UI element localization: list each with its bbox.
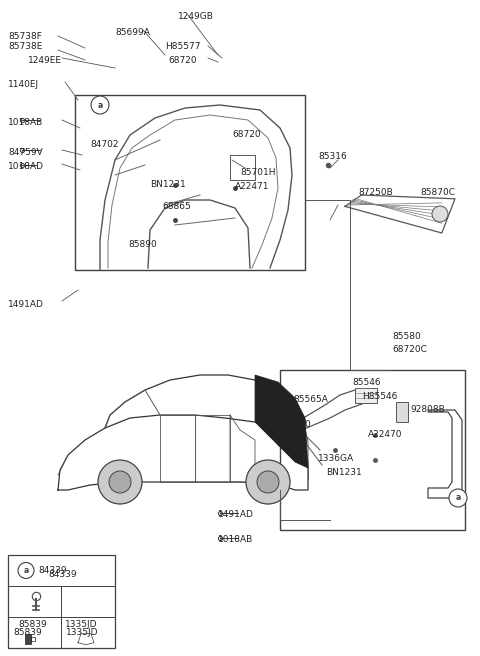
Bar	[75, 95, 305, 270]
Text: 1335JD: 1335JD	[66, 628, 98, 637]
Text: 85701H: 85701H	[240, 168, 276, 177]
Bar	[280, 370, 465, 530]
Text: 1491AD: 1491AD	[8, 300, 44, 309]
Text: 85699A: 85699A	[115, 28, 150, 37]
Bar	[355, 388, 377, 403]
Text: BN1231: BN1231	[150, 180, 186, 189]
Text: 85870C: 85870C	[420, 188, 455, 197]
Text: a: a	[97, 100, 103, 110]
Text: 85738F: 85738F	[8, 32, 42, 41]
Bar	[25, 634, 31, 644]
Text: 85890: 85890	[128, 240, 157, 249]
Text: 87250B: 87250B	[358, 188, 393, 197]
Text: 85738E: 85738E	[8, 42, 42, 51]
Text: A22470: A22470	[368, 430, 403, 439]
Circle shape	[109, 471, 131, 493]
Text: 1336GA: 1336GA	[318, 454, 354, 463]
Text: 85839: 85839	[13, 628, 42, 637]
Text: 85565A: 85565A	[293, 395, 328, 404]
Circle shape	[432, 206, 448, 222]
Circle shape	[449, 489, 467, 507]
Text: 1491AD: 1491AD	[218, 510, 254, 519]
Text: 84702: 84702	[90, 140, 119, 149]
Text: A22471: A22471	[235, 182, 269, 191]
Text: 68720C: 68720C	[392, 345, 427, 354]
Text: 1018AB: 1018AB	[8, 118, 43, 127]
Text: 85316: 85316	[318, 152, 347, 161]
Text: 68720: 68720	[168, 56, 197, 65]
Text: 1018AD: 1018AD	[8, 162, 44, 171]
Text: 1018AB: 1018AB	[218, 535, 253, 544]
Circle shape	[18, 562, 34, 579]
Bar	[8, 555, 115, 648]
Text: 84339: 84339	[38, 566, 67, 575]
Text: 85839: 85839	[18, 620, 47, 629]
Text: 68865: 68865	[162, 202, 191, 211]
Text: BN1231: BN1231	[326, 468, 362, 477]
Text: 85880: 85880	[282, 420, 311, 429]
Text: 84759V: 84759V	[8, 148, 43, 157]
Text: 84339: 84339	[48, 570, 77, 579]
Bar	[396, 402, 408, 422]
Text: H85577: H85577	[165, 42, 201, 51]
Text: H85546: H85546	[362, 392, 397, 401]
Text: a: a	[24, 566, 29, 575]
Text: 85546: 85546	[352, 378, 381, 387]
Circle shape	[257, 471, 279, 493]
Text: 68720: 68720	[232, 130, 261, 139]
Circle shape	[98, 460, 142, 504]
Circle shape	[246, 460, 290, 504]
Text: 1249GB: 1249GB	[178, 12, 214, 21]
Text: a: a	[456, 493, 461, 502]
Text: 1249EE: 1249EE	[28, 56, 62, 65]
Text: 1335JD: 1335JD	[65, 620, 97, 629]
Text: 1140EJ: 1140EJ	[8, 80, 39, 89]
Text: 85580: 85580	[392, 332, 421, 341]
Polygon shape	[255, 375, 308, 468]
Bar	[31, 637, 35, 641]
Circle shape	[91, 96, 109, 114]
Text: 92808B: 92808B	[410, 405, 445, 414]
